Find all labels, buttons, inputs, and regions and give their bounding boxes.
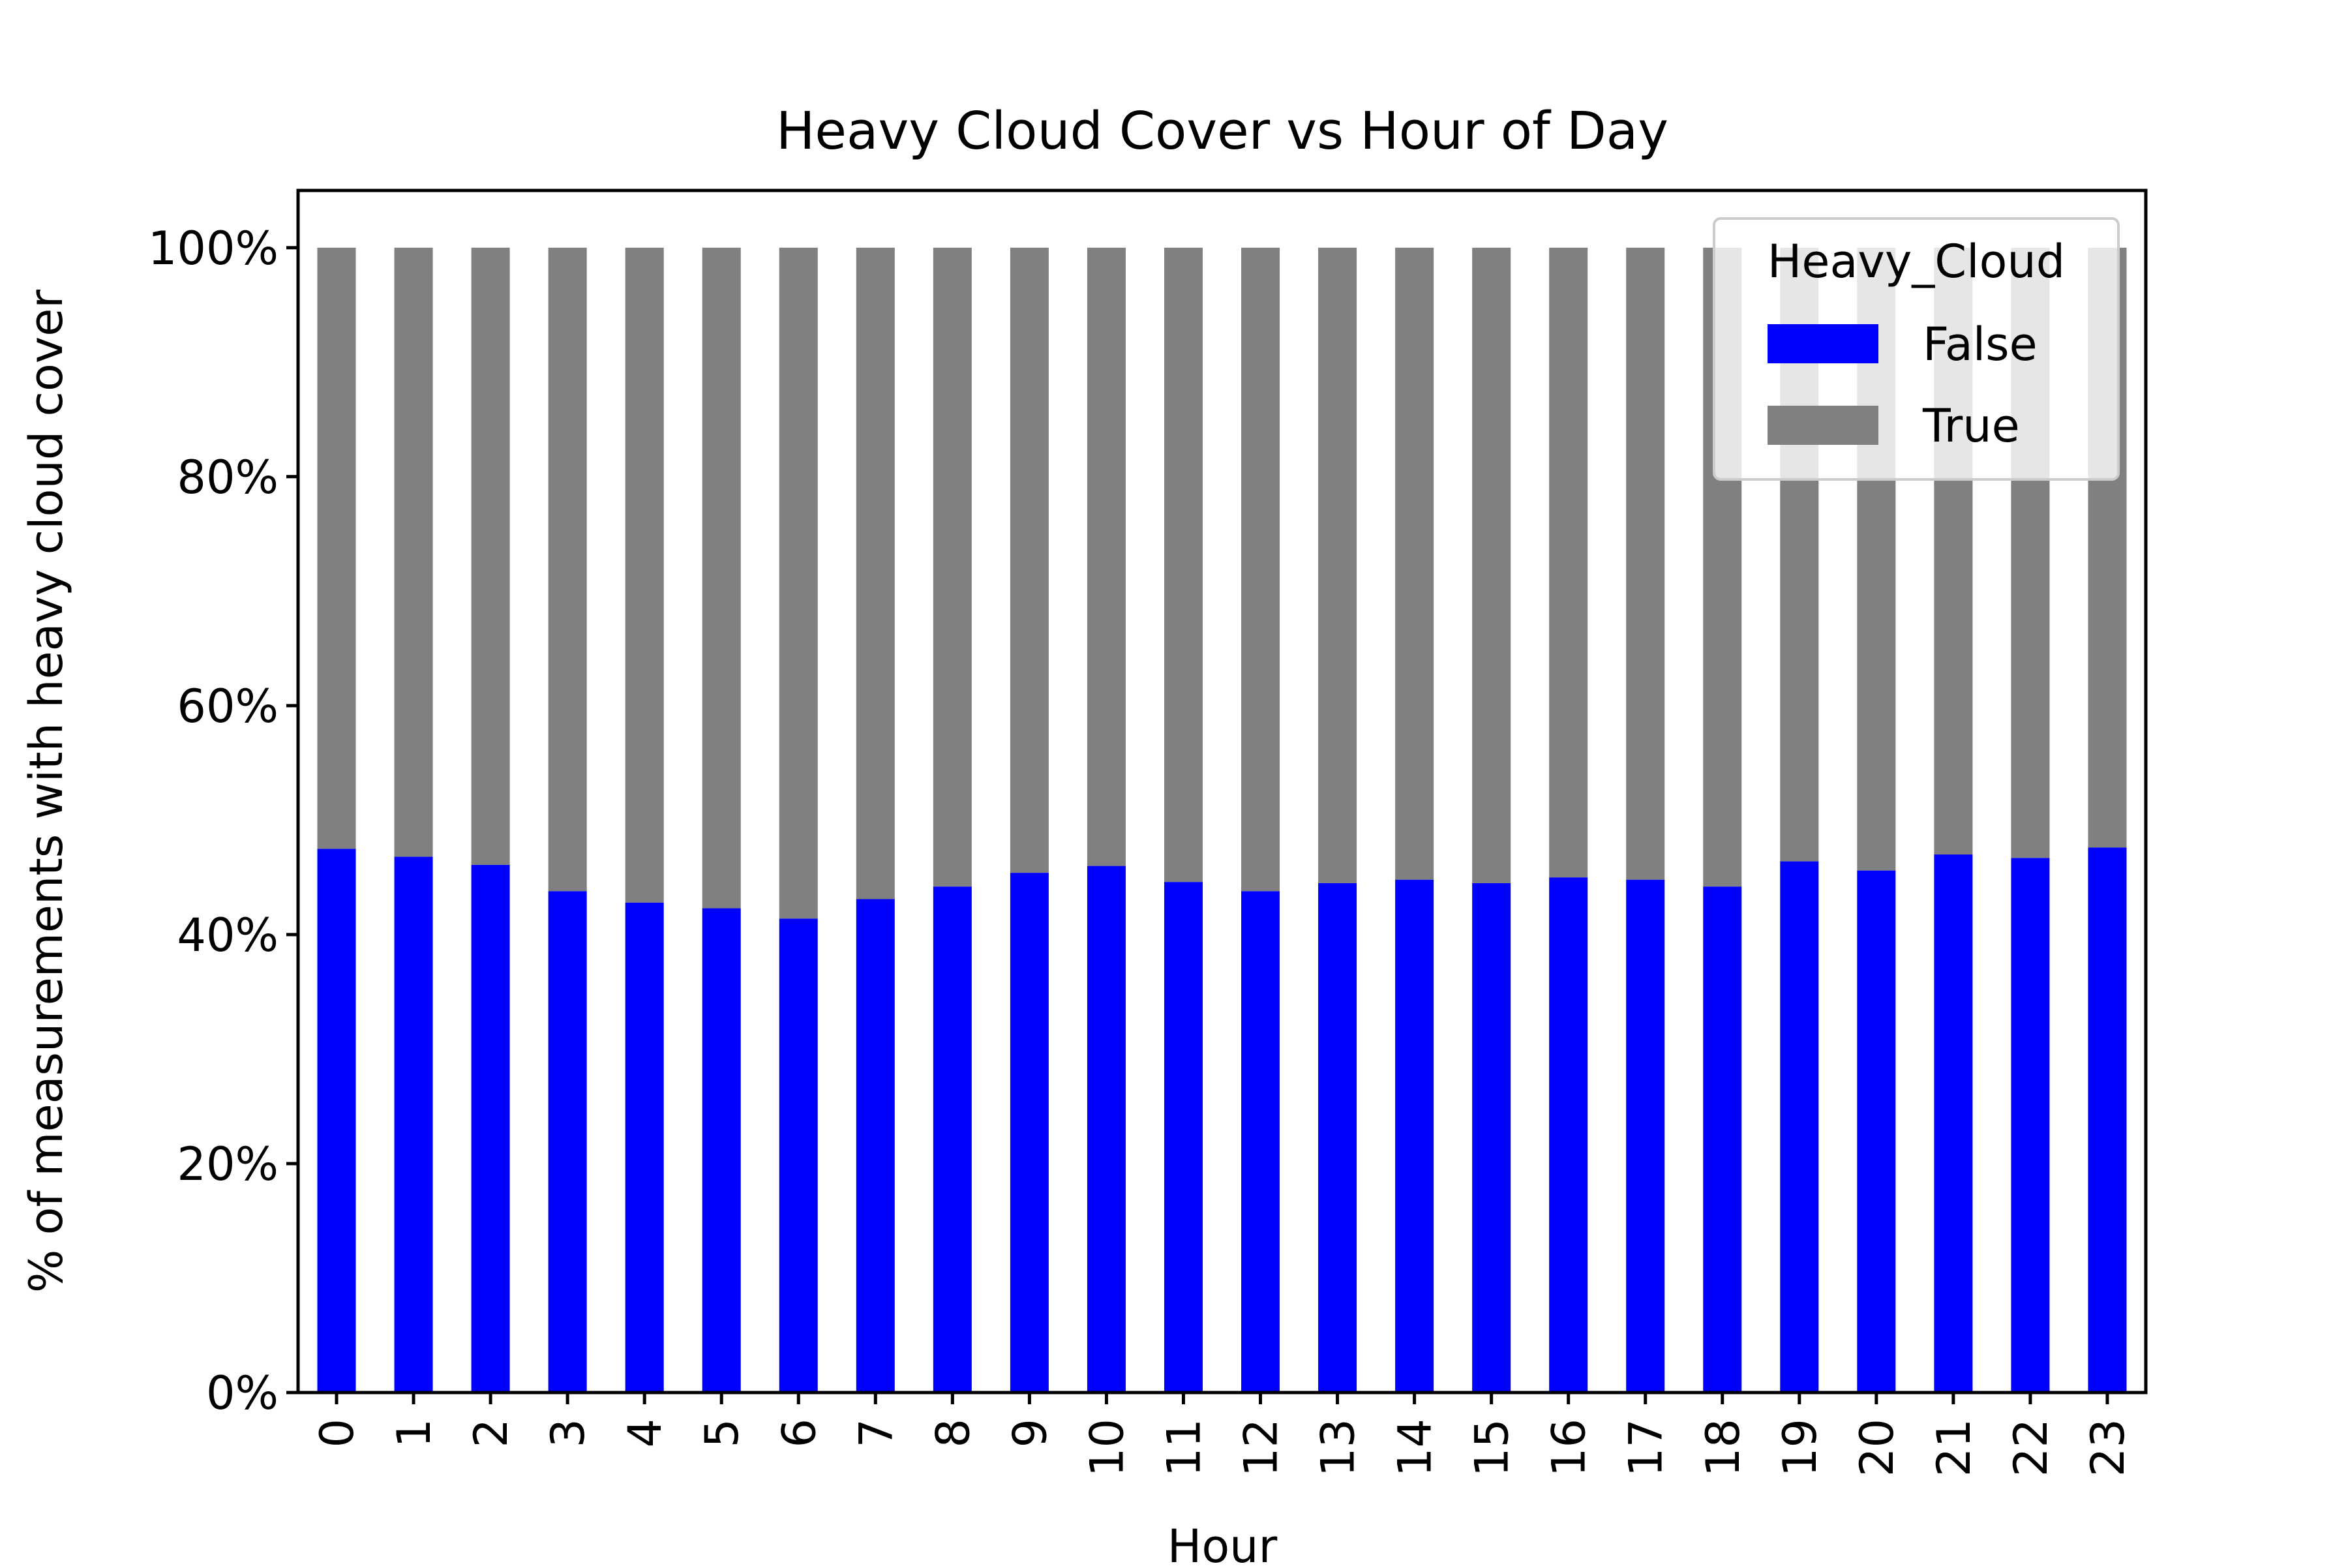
bar-false-11 <box>1164 882 1203 1393</box>
x-tick-label: 4 <box>618 1419 672 1448</box>
x-tick-label: 8 <box>926 1419 980 1448</box>
x-tick-label: 0 <box>310 1419 364 1448</box>
bar-true-11 <box>1164 247 1203 882</box>
x-axis: 0 1 2 3 4 5 6 7 8 9 10 11 12 13 14 15 16 17 18 19 20 21 22 23 <box>310 1393 2135 1477</box>
x-tick-label: 22 <box>2004 1419 2058 1477</box>
x-tick-label: 5 <box>695 1419 749 1448</box>
x-tick-label: 17 <box>1619 1419 1673 1477</box>
bar-false-2 <box>471 864 510 1393</box>
bar-true-6 <box>779 247 818 919</box>
bar-false-0 <box>317 849 356 1393</box>
x-tick-label: 3 <box>541 1419 595 1448</box>
x-tick-label: 16 <box>1543 1419 1596 1477</box>
x-tick-label: 23 <box>2081 1419 2135 1477</box>
bar-true-4 <box>625 247 664 903</box>
y-tick-label: 20% <box>177 1138 278 1191</box>
bar-true-12 <box>1241 247 1280 892</box>
x-tick-label: 12 <box>1235 1419 1288 1477</box>
bar-false-13 <box>1318 882 1357 1393</box>
legend-swatch-false <box>1768 324 1878 363</box>
x-tick-label: 15 <box>1466 1419 1519 1477</box>
x-tick-label: 21 <box>1927 1419 1981 1477</box>
bar-false-3 <box>548 891 587 1393</box>
bar-true-8 <box>933 247 972 887</box>
bar-true-2 <box>471 247 510 865</box>
y-axis-label: % of measurements with heavy cloud cover <box>20 290 73 1293</box>
bar-true-16 <box>1549 247 1588 878</box>
bar-false-22 <box>2011 858 2050 1393</box>
x-axis-label: Hour <box>1167 1520 1278 1565</box>
y-tick-label: 40% <box>177 909 278 962</box>
y-tick-label: 60% <box>177 680 278 733</box>
bar-false-16 <box>1549 877 1588 1393</box>
chart-title: Heavy Cloud Cover vs Hour of Day <box>776 101 1668 161</box>
bar-false-12 <box>1241 891 1280 1393</box>
plot-frame <box>296 188 2148 1395</box>
legend-label-false: False <box>1923 318 2038 371</box>
bar-false-10 <box>1087 866 1126 1393</box>
bar-false-7 <box>856 899 895 1393</box>
x-tick-label: 1 <box>387 1419 441 1448</box>
x-tick-label: 6 <box>772 1419 826 1448</box>
bar-true-14 <box>1395 247 1434 880</box>
x-tick-label: 9 <box>1003 1419 1057 1448</box>
x-tick-label: 14 <box>1389 1419 1442 1477</box>
bar-false-18 <box>1703 886 1742 1393</box>
bar-true-7 <box>856 247 895 899</box>
bar-false-21 <box>1934 854 1973 1393</box>
bar-false-6 <box>779 918 818 1393</box>
y-axis: 0% 20% 40% 60% 80% 100% <box>148 222 298 1420</box>
x-tick-label: 11 <box>1157 1419 1211 1477</box>
x-tick-label: 19 <box>1773 1419 1827 1477</box>
bar-false-23 <box>2088 847 2127 1393</box>
bar-true-13 <box>1318 247 1357 883</box>
bar-true-15 <box>1472 247 1511 883</box>
x-tick-label: 10 <box>1080 1419 1134 1477</box>
y-tick-label: 100% <box>148 222 278 275</box>
x-tick-label: 7 <box>849 1419 903 1448</box>
y-tick-label: 0% <box>206 1366 278 1420</box>
bar-true-3 <box>548 247 587 892</box>
bar-true-9 <box>1010 247 1049 873</box>
y-tick-label: 80% <box>177 451 278 504</box>
legend-title: Heavy_Cloud <box>1768 235 2065 288</box>
bar-false-19 <box>1780 861 1819 1393</box>
legend-swatch-true <box>1768 406 1878 445</box>
bar-false-9 <box>1010 873 1049 1393</box>
bar-true-1 <box>394 247 433 857</box>
legend-label-true: True <box>1922 399 2020 453</box>
x-tick-label: 18 <box>1696 1419 1750 1477</box>
bar-true-0 <box>317 247 356 849</box>
bar-false-17 <box>1626 879 1665 1393</box>
x-tick-label: 13 <box>1312 1419 1365 1477</box>
bar-false-1 <box>394 856 433 1393</box>
bar-true-5 <box>702 247 741 909</box>
bar-false-15 <box>1472 882 1511 1393</box>
bar-false-4 <box>625 902 664 1393</box>
bar-false-20 <box>1857 870 1896 1393</box>
bar-false-5 <box>702 908 741 1393</box>
x-tick-label: 2 <box>464 1419 518 1448</box>
bar-true-17 <box>1626 247 1665 880</box>
bar-false-8 <box>933 886 972 1393</box>
bar-false-14 <box>1395 879 1434 1393</box>
x-tick-label: 20 <box>1850 1419 1904 1477</box>
bar-true-10 <box>1087 247 1126 866</box>
legend: Heavy_Cloud False True <box>1713 217 2120 481</box>
